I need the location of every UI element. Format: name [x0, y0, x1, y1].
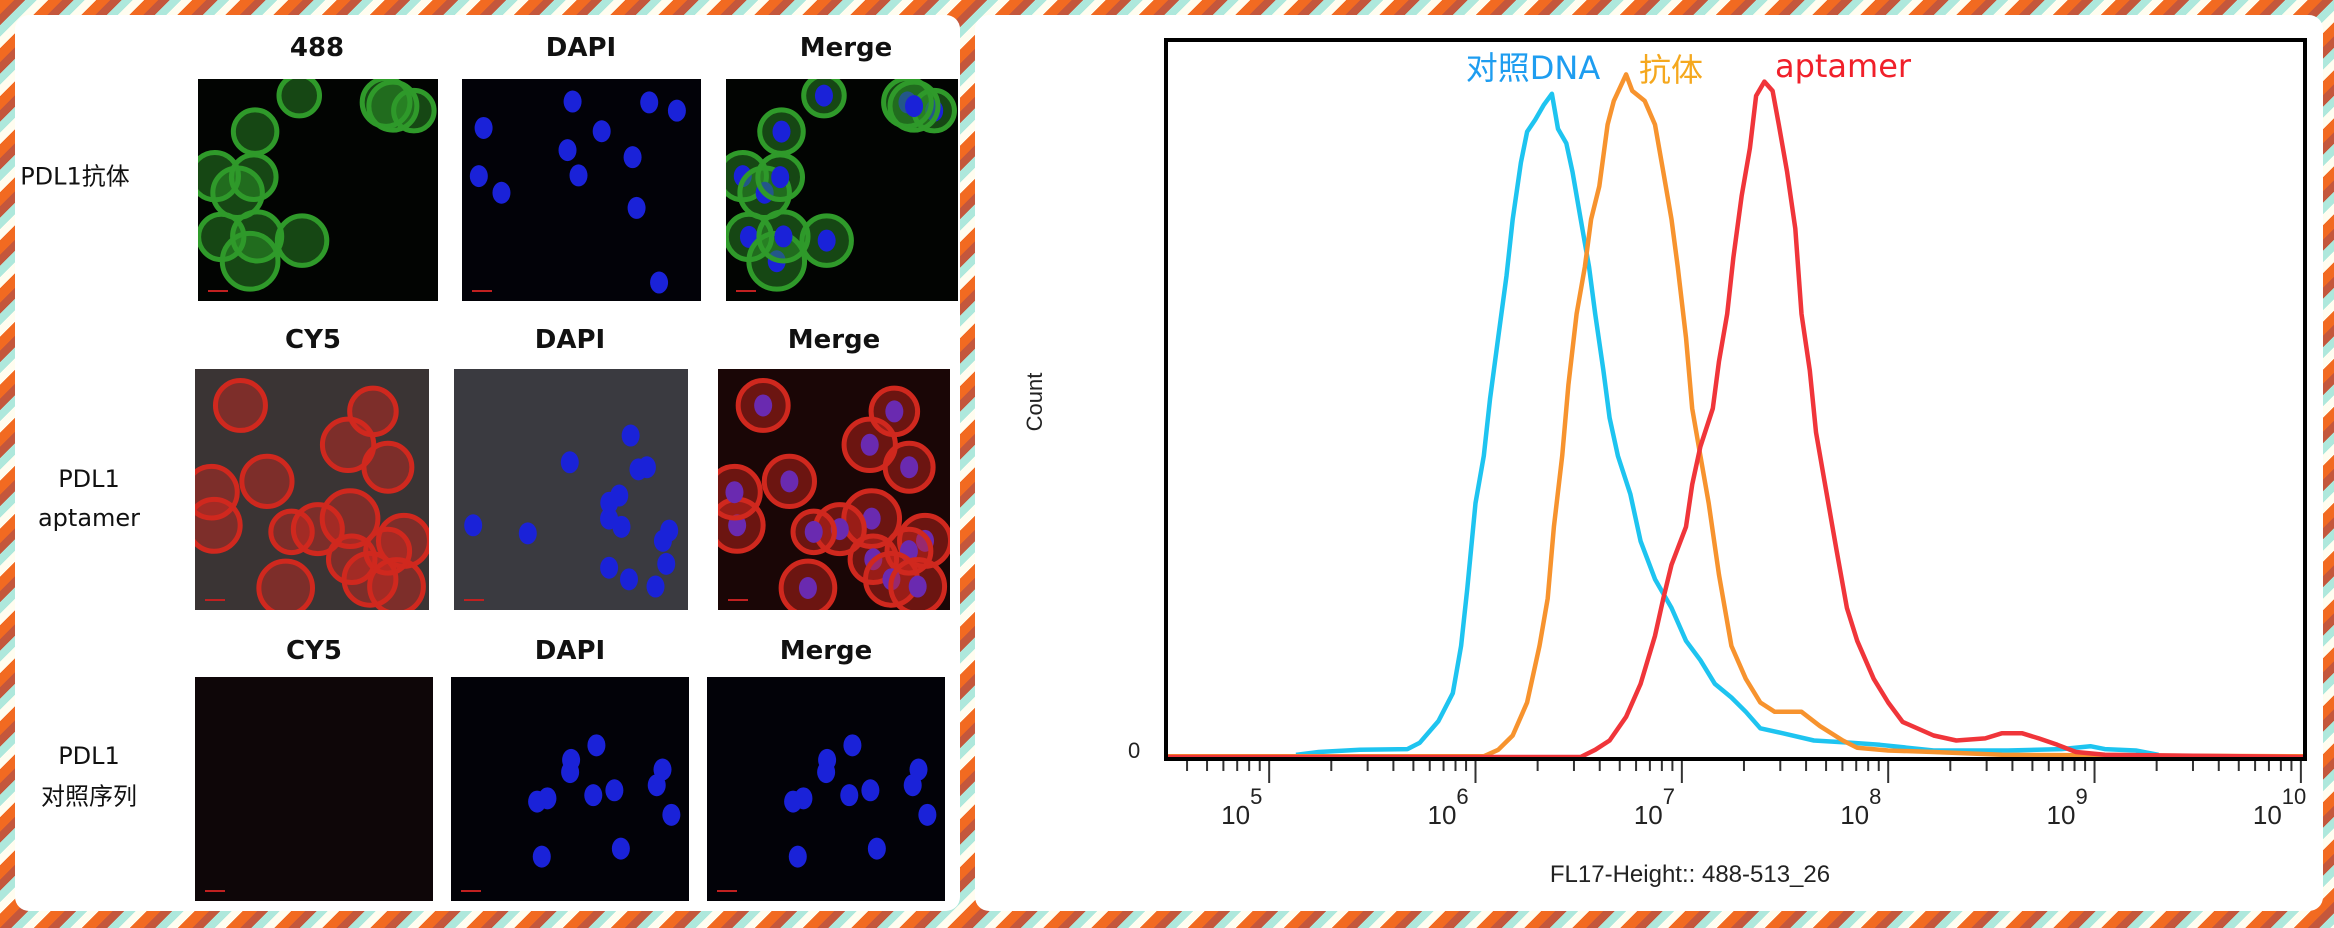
micrograph-merge — [726, 79, 958, 301]
column-header: CY5 — [285, 325, 341, 355]
x-tick-label: 108 — [1840, 784, 1881, 830]
tick-base: 10 — [1221, 800, 1251, 830]
tick-exponent: 7 — [1662, 784, 1676, 809]
column-header: Merge — [799, 33, 893, 63]
tick-exponent: 6 — [1456, 784, 1469, 809]
x-tick-label: 1010 — [2253, 784, 2306, 830]
column-header: DAPI — [534, 325, 606, 355]
column-header: Merge — [787, 325, 881, 355]
tick-base: 10 — [1427, 800, 1457, 830]
column-header: DAPI — [545, 33, 617, 63]
y-axis-label: Count — [1022, 372, 1047, 432]
micrograph-488 — [198, 79, 438, 301]
tick-base: 10 — [2046, 800, 2076, 830]
x-axis-label: FL17-Height:: 488-513_26 — [1549, 861, 1831, 888]
micrograph-render — [462, 79, 701, 301]
micrograph-render — [718, 369, 950, 610]
y-tick-label: 0 — [1128, 738, 1141, 763]
legend-antibody: 抗体 — [1638, 51, 1704, 89]
micrograph-dapi — [454, 369, 688, 610]
micrograph-merge — [707, 677, 945, 901]
micrograph-render — [195, 369, 429, 610]
micrograph-render — [454, 369, 688, 610]
tick-base: 10 — [1633, 800, 1663, 830]
column-header: Merge — [779, 636, 873, 666]
row-label: PDL1抗体 — [20, 162, 130, 191]
tick-base: 10 — [1840, 800, 1870, 830]
tick-base: 10 — [2252, 800, 2282, 830]
tick-exponent: 10 — [2281, 784, 2307, 809]
micrograph-render — [726, 79, 958, 301]
tick-exponent: 5 — [1250, 784, 1263, 809]
micrograph-cy5 — [195, 369, 429, 610]
micrograph-cy5 — [195, 677, 433, 901]
tick-exponent: 9 — [2075, 784, 2088, 809]
micrograph-dapi — [462, 79, 701, 301]
micrograph-render — [707, 677, 945, 901]
row-label: PDL1 — [58, 742, 120, 770]
x-tick-label: 109 — [2047, 784, 2088, 830]
tick-exponent: 8 — [1869, 784, 1882, 809]
micrograph-render — [195, 677, 433, 901]
column-header: 488 — [289, 33, 345, 63]
row-label: PDL1 — [58, 465, 120, 493]
micrograph-dapi — [451, 677, 689, 901]
micrograph-render — [451, 677, 689, 901]
row-label: aptamer — [37, 504, 141, 532]
legend-control-dna: 对照DNA — [1465, 49, 1601, 87]
x-tick-label: 106 — [1428, 784, 1469, 830]
legend-aptamer: aptamer — [1774, 47, 1912, 85]
column-header: CY5 — [286, 636, 342, 666]
flow-cytometry-panel — [975, 15, 2323, 911]
micrograph-merge — [718, 369, 950, 610]
column-header: DAPI — [534, 636, 606, 666]
x-tick-label: 105 — [1221, 784, 1262, 830]
micrograph-render — [198, 79, 438, 301]
x-tick-label: 107 — [1634, 784, 1675, 830]
row-label: 对照序列 — [41, 782, 137, 811]
